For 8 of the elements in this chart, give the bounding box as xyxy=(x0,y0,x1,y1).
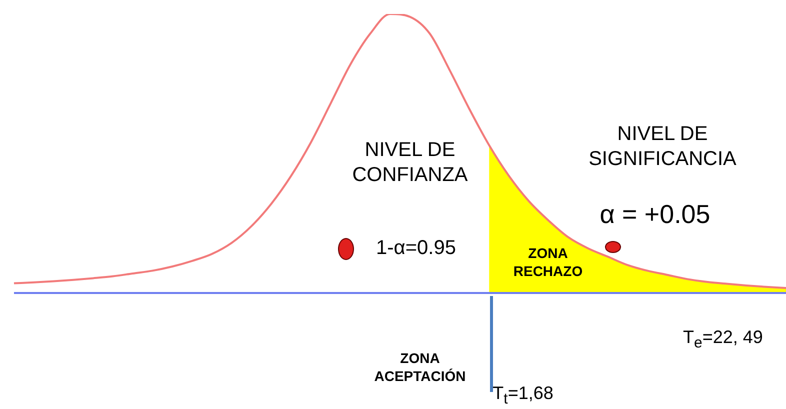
text: T$_{t}$=1,68 xyxy=(492,382,554,409)
annotation: ZONA RECHAZO xyxy=(512,245,584,280)
annotation: α = +0.05 xyxy=(598,198,712,230)
annotation: 1-α=0.95 xyxy=(375,236,457,261)
text: T$_{e}$=22, 49 xyxy=(682,326,764,354)
text: ZONA ACEPTACIÓN xyxy=(373,350,467,385)
annotation: NIVEL DE CONFIANZA xyxy=(351,138,469,188)
annotation: NIVEL DE SIGNIFICANCIA xyxy=(588,122,738,172)
